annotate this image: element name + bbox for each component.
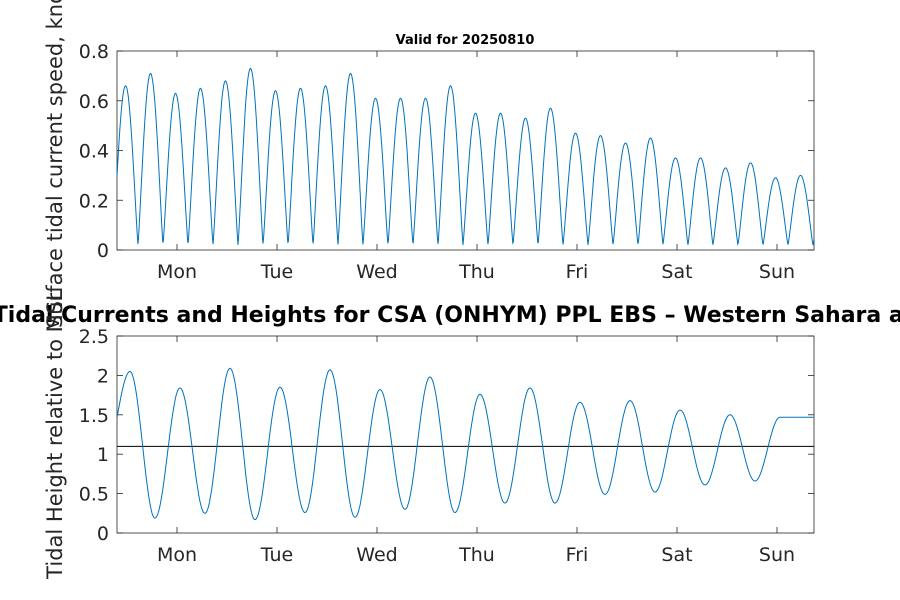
tidal-height-x-tick-label-tue: Tue (260, 544, 293, 566)
tidal-height-y-axis-label: Tidal Height relative to MSL (43, 289, 67, 580)
tidal-height-x-tick-label-thu: Thu (458, 544, 495, 566)
current-speed-x-tick-label-wed: Wed (356, 261, 397, 283)
tidal-height-series-line (116, 367, 814, 521)
current-speed-x-tick-label-mon: Mon (157, 261, 197, 283)
tidal-height-x-tick-label-wed: Wed (356, 544, 397, 566)
current-speed-x-tick-label-fri: Fri (566, 261, 589, 283)
tidal-height-chart-title: Tidal Currents and Heights for CSA (ONHY… (0, 303, 900, 328)
current-speed-y-tick-label: 0.6 (79, 91, 109, 113)
current-speed-x-tick-label-thu: Thu (458, 261, 495, 283)
current-speed-x-ticks: Mon Tue Wed Thu Fri Sat Sun (157, 51, 795, 283)
tidal-height-x-tick-label-sun: Sun (759, 544, 795, 566)
tidal-height-y-tick-label: 1 (97, 444, 109, 466)
current-speed-y-tick-label: 0.8 (79, 41, 109, 63)
current-speed-axes-box (116, 50, 815, 251)
tidal-height-y-tick-label: 2.5 (79, 326, 109, 348)
current-speed-chart: 0 0.2 0.4 0.6 0.8 Mon Tue Wed Thu Fri Sat Sun Vali… (43, 0, 815, 328)
current-speed-y-tick-label: 0.4 (79, 141, 109, 163)
current-speed-y-ticks: 0 0.2 0.4 0.6 0.8 (79, 41, 814, 262)
tidal-height-x-tick-label-fri: Fri (566, 544, 589, 566)
tidal-height-chart: 0 0.5 1 1.5 2 2.5 Mon Tue Wed Thu Fri Sat Sun Tidal… (0, 289, 900, 580)
current-speed-series-line (116, 67, 815, 246)
current-speed-chart-title: Valid for 20250810 (396, 33, 535, 48)
tidal-height-x-tick-label-sat: Sat (661, 544, 692, 566)
tidal-height-axes-box (116, 335, 815, 534)
tidal-height-y-ticks: 0 0.5 1 1.5 2 2.5 (79, 326, 814, 545)
current-speed-x-tick-label-tue: Tue (260, 261, 293, 283)
tidal-height-y-tick-label: 0.5 (79, 484, 109, 506)
current-speed-y-axis-label: Surface tidal current speed, knots (43, 0, 67, 328)
current-speed-x-tick-label-sun: Sun (759, 261, 795, 283)
current-speed-y-tick-label: 0 (97, 240, 109, 262)
tidal-height-y-tick-label: 0 (97, 523, 109, 545)
tidal-height-x-tick-label-mon: Mon (157, 544, 197, 566)
tidal-height-x-ticks: Mon Tue Wed Thu Fri Sat Sun (157, 336, 795, 566)
current-speed-y-tick-label: 0.2 (79, 190, 109, 212)
current-speed-x-tick-label-sat: Sat (661, 261, 692, 283)
tidal-height-y-tick-label: 2 (97, 365, 109, 387)
tidal-height-y-tick-label: 1.5 (79, 405, 109, 427)
